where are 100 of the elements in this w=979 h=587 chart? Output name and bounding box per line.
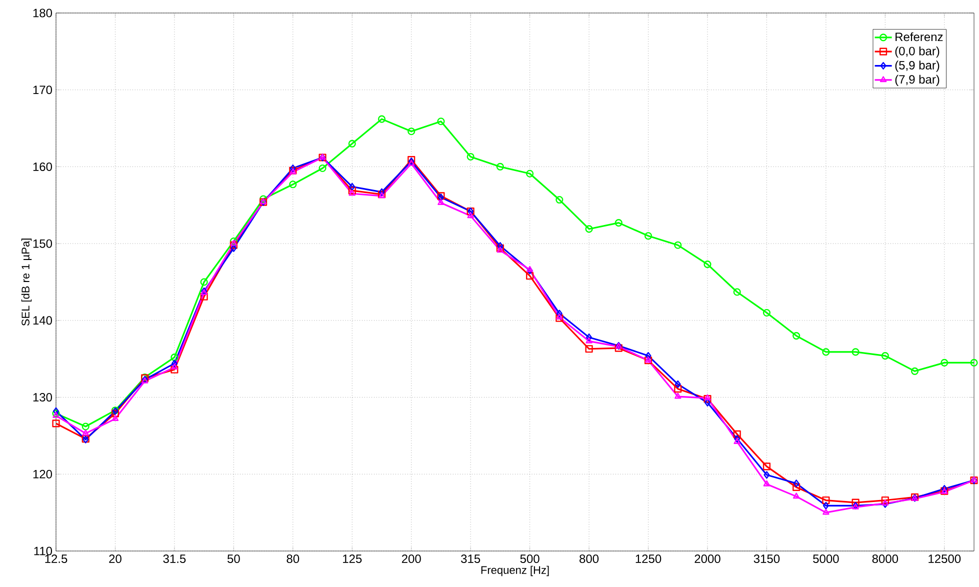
point xyxy=(408,128,416,136)
point xyxy=(260,195,268,203)
point xyxy=(170,366,178,374)
point xyxy=(674,385,682,393)
x-tick-label: 50 xyxy=(227,554,240,564)
point xyxy=(762,308,770,317)
point xyxy=(941,484,948,493)
point xyxy=(704,398,710,406)
legend-label: Referenz xyxy=(896,32,943,42)
x-tick-label: 5000 xyxy=(813,554,839,564)
point xyxy=(230,237,238,246)
point xyxy=(170,354,178,362)
point xyxy=(674,380,681,388)
point xyxy=(910,367,919,375)
point xyxy=(466,152,474,161)
point xyxy=(734,438,740,444)
point xyxy=(852,498,860,506)
point xyxy=(881,496,889,504)
point xyxy=(585,225,593,233)
point xyxy=(704,394,711,400)
point xyxy=(230,240,238,246)
x-tick-label: 2000 xyxy=(694,554,720,564)
point xyxy=(82,430,89,436)
point xyxy=(526,272,534,280)
point xyxy=(526,266,533,274)
point xyxy=(437,118,445,126)
y-tick-label: 150 xyxy=(33,239,52,248)
point xyxy=(674,241,682,249)
point xyxy=(762,462,770,470)
y-tick-label: 180 xyxy=(33,8,52,18)
x-tick-label: 31.5 xyxy=(163,554,186,564)
point xyxy=(704,260,712,268)
point xyxy=(526,170,534,178)
point xyxy=(230,244,237,252)
x-tick-label: 12.5 xyxy=(45,554,68,564)
point xyxy=(200,292,208,300)
point xyxy=(793,480,800,488)
point xyxy=(289,180,297,188)
point xyxy=(111,410,120,418)
point xyxy=(792,483,800,491)
point xyxy=(318,164,326,172)
point xyxy=(822,348,830,356)
x-tick-label: 125 xyxy=(343,554,362,564)
point xyxy=(171,360,178,368)
point xyxy=(763,480,770,486)
x-tick-label: 3150 xyxy=(754,554,780,564)
x-axis-title: Frequenz [Hz] xyxy=(481,566,549,576)
point xyxy=(290,164,296,172)
point xyxy=(822,496,830,504)
legend-label: (7,9 bar) xyxy=(895,74,940,86)
point xyxy=(438,199,444,206)
point xyxy=(348,186,356,194)
point xyxy=(526,266,534,272)
point xyxy=(881,352,889,360)
point xyxy=(52,420,60,428)
x-tick-label: 12500 xyxy=(928,554,961,564)
point xyxy=(378,115,386,123)
point xyxy=(556,310,562,318)
point xyxy=(171,364,178,370)
x-tick-label: 8000 xyxy=(872,554,898,564)
point xyxy=(348,190,356,196)
point xyxy=(378,188,385,196)
point xyxy=(674,392,682,399)
point xyxy=(644,232,652,240)
x-tick-label: 80 xyxy=(286,554,300,564)
x-tick-label: 20 xyxy=(109,554,122,564)
point xyxy=(349,182,356,190)
point xyxy=(792,492,800,499)
y-tick-label: 160 xyxy=(33,162,52,171)
point xyxy=(704,395,712,403)
point xyxy=(230,241,238,249)
point xyxy=(733,288,741,296)
point xyxy=(645,352,652,360)
x-tick-label: 800 xyxy=(580,554,599,564)
point xyxy=(586,337,592,344)
point xyxy=(940,358,948,366)
point xyxy=(614,219,622,227)
point xyxy=(496,162,504,171)
y-tick-label: 130 xyxy=(33,393,52,402)
y-tick-label: 140 xyxy=(33,316,52,325)
x-tick-label: 500 xyxy=(520,554,540,564)
y-axis-title: SEL [dB re 1 µPa] xyxy=(21,238,32,326)
legend-label: (5,9 bar) xyxy=(895,60,940,72)
legend-label: (0,0 bar) xyxy=(895,46,940,58)
point xyxy=(348,140,356,148)
point xyxy=(586,334,592,342)
point xyxy=(734,435,740,443)
point xyxy=(200,278,208,286)
point xyxy=(556,196,564,204)
x-tick-label: 315 xyxy=(461,554,480,564)
y-tick-label: 170 xyxy=(33,86,52,94)
y-tick-label: 110 xyxy=(34,546,52,556)
point xyxy=(764,471,770,479)
point xyxy=(585,345,593,353)
point xyxy=(467,212,474,218)
point xyxy=(496,246,504,253)
point xyxy=(822,508,830,515)
point xyxy=(852,348,860,356)
point xyxy=(792,332,800,340)
point xyxy=(82,422,90,430)
